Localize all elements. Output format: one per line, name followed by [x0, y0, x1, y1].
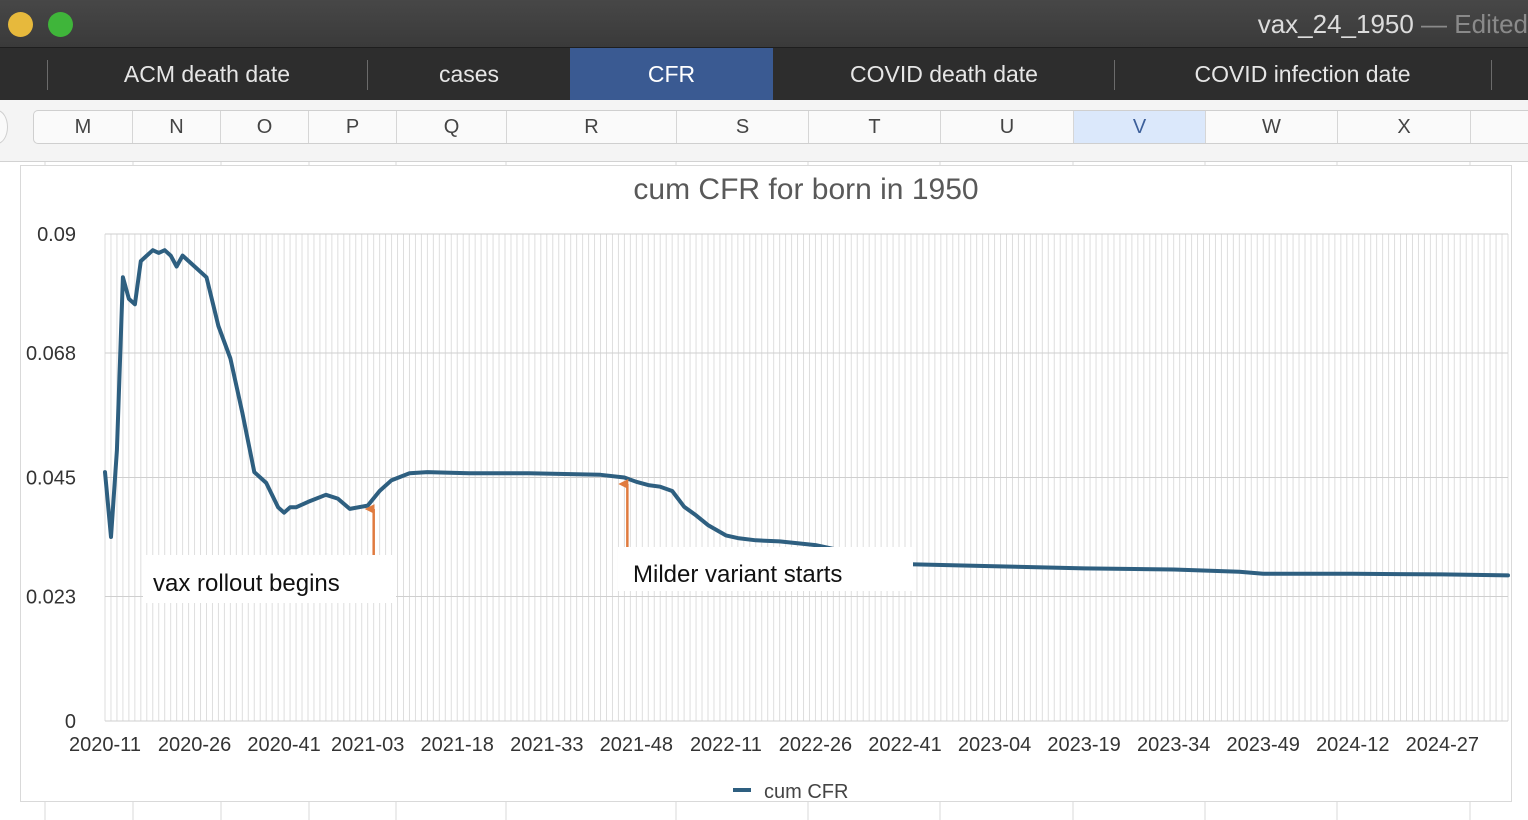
column-header-t[interactable]: T: [809, 111, 941, 143]
column-header-x[interactable]: X: [1338, 111, 1471, 143]
tab-cases[interactable]: cases: [368, 48, 570, 101]
x-tick-label: 2023-19: [1047, 734, 1120, 756]
x-tick-label: 2021-18: [421, 734, 494, 756]
tab-separator: [1114, 60, 1115, 90]
x-tick-label: 2021-48: [600, 734, 673, 756]
x-axis: 2020-11 2020-26 2020-41 2021-03 2021-18 2021-…: [69, 734, 1479, 756]
column-header-m[interactable]: M: [34, 111, 133, 143]
annotation-vax-rollout: vax rollout begins: [153, 570, 340, 597]
tab-separator: [1491, 60, 1492, 90]
column-header-o[interactable]: O: [221, 111, 309, 143]
legend-label: cum CFR: [764, 781, 848, 803]
x-tick-label: 2022-11: [690, 734, 762, 756]
zoom-button[interactable]: [48, 12, 73, 37]
annotations: vax rollout begins Milder variant starts: [143, 479, 913, 603]
x-tick-label: 2024-12: [1316, 734, 1389, 756]
cfr-chart[interactable]: cum CFR for born in 1950 0 0.023 0.045 0.06…: [20, 165, 1512, 803]
x-tick-label: 2023-04: [958, 734, 1031, 756]
annotation-box: [143, 555, 396, 603]
column-header-w[interactable]: W: [1206, 111, 1338, 143]
column-header-n[interactable]: N: [133, 111, 221, 143]
x-tick-label: 2023-49: [1227, 734, 1300, 756]
y-tick-label: 0.045: [26, 468, 76, 490]
annotation-milder-variant: Milder variant starts: [633, 561, 842, 588]
series-line-cum-cfr: [103, 248, 1510, 578]
legend: cum CFR: [733, 781, 848, 803]
minimize-button[interactable]: [8, 12, 33, 37]
column-header-p[interactable]: P: [309, 111, 397, 143]
x-tick-label: 2022-26: [779, 734, 852, 756]
tab-covid-infection-date[interactable]: COVID infection date: [1115, 48, 1490, 101]
x-tick-label: 2022-41: [868, 734, 941, 756]
column-header-v[interactable]: V: [1074, 111, 1206, 143]
x-tick-label: 2020-41: [247, 734, 320, 756]
chart-canvas: cum CFR for born in 1950 0 0.023 0.045 0.06…: [26, 173, 1510, 803]
x-tick-label: 2024-27: [1406, 734, 1479, 756]
tab-label: ACM death date: [123, 61, 291, 87]
x-tick-label: 2020-26: [158, 734, 231, 756]
tab-separator: [47, 60, 48, 90]
select-all-handle[interactable]: [0, 110, 8, 144]
x-tick-label: 2021-03: [331, 734, 404, 756]
y-tick-label: 0.023: [26, 587, 76, 609]
title-bar: vax_24_1950 — Edited: [0, 0, 1528, 47]
document-name: vax_24_1950: [1257, 9, 1414, 39]
annotation-box: [618, 547, 913, 591]
x-tick-label: 2023-34: [1137, 734, 1210, 756]
tab-separator: [367, 60, 368, 90]
document-state: — Edited: [1413, 9, 1528, 39]
y-tick-label: 0: [65, 711, 76, 733]
x-tick-label: 2020-11: [69, 734, 141, 756]
y-axis: 0 0.023 0.045 0.068 0.09: [26, 224, 1508, 733]
chart-title: cum CFR for born in 1950: [633, 173, 978, 206]
tab-cfr[interactable]: CFR: [570, 48, 773, 101]
y-tick-label: 0.09: [37, 224, 76, 246]
window-title: vax_24_1950 — Edited: [1258, 9, 1528, 40]
sheet-tab-bar: ACM death date cases CFR COVID death dat…: [0, 47, 1528, 101]
tab-label: COVID death date: [850, 61, 1038, 87]
column-header-row: M N O P Q R S T U V W X: [33, 110, 1528, 144]
y-tick-label: 0.068: [26, 343, 76, 365]
tab-label: COVID infection date: [1194, 61, 1411, 87]
column-header-s[interactable]: S: [677, 111, 809, 143]
column-header-r[interactable]: R: [507, 111, 677, 143]
tab-label: CFR: [647, 61, 696, 87]
x-tick-label: 2021-33: [510, 734, 583, 756]
column-header-bar: M N O P Q R S T U V W X: [0, 100, 1528, 162]
tab-covid-death-date[interactable]: COVID death date: [774, 48, 1114, 101]
column-header-u[interactable]: U: [941, 111, 1074, 143]
tab-acm-death-date[interactable]: ACM death date: [48, 48, 366, 101]
column-header-q[interactable]: Q: [397, 111, 507, 143]
tab-label: cases: [438, 61, 500, 87]
